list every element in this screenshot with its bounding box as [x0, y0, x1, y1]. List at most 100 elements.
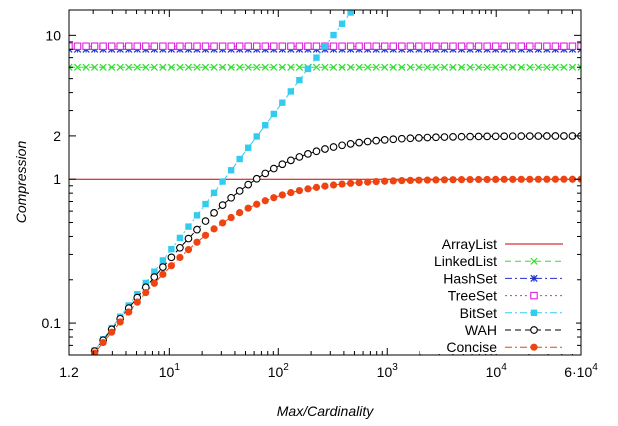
data-point-concise	[270, 194, 278, 202]
marker-stroke	[577, 66, 581, 71]
legend-label-linkedlist: LinkedList	[434, 253, 497, 269]
data-point-wah	[252, 174, 261, 183]
data-point-wah	[525, 132, 534, 140]
data-point-concise	[338, 180, 346, 188]
marker-stroke	[457, 63, 466, 71]
data-point-linkedlist	[355, 63, 363, 71]
marker-stroke	[312, 63, 321, 71]
data-point-linkedlist	[457, 63, 466, 71]
marker-stroke	[69, 63, 73, 69]
legend-item-concise: Concise	[446, 339, 563, 355]
data-point-treeset	[560, 42, 568, 50]
data-point-concise	[415, 176, 423, 184]
data-point-linkedlist	[551, 63, 560, 71]
data-point-linkedlist	[244, 63, 252, 71]
data-point-treeset	[449, 42, 457, 50]
data-point-linkedlist	[329, 63, 338, 71]
data-point-concise	[321, 182, 329, 190]
data-point-bitset	[66, 381, 72, 387]
marker-stroke	[218, 63, 227, 71]
data-point-treeset	[287, 42, 295, 50]
data-point-linkedlist	[287, 63, 295, 71]
legend-marker-bitset	[530, 309, 538, 316]
data-point-wah	[269, 164, 278, 173]
data-point-concise	[483, 175, 491, 184]
data-point-linkedlist	[500, 63, 508, 71]
data-point-wah	[534, 132, 543, 140]
data-point-linkedlist	[509, 63, 517, 71]
data-point-linkedlist	[372, 63, 380, 71]
data-point-wah	[500, 132, 509, 141]
data-point-treeset	[142, 42, 150, 50]
data-point-concise	[347, 179, 355, 187]
marker-stroke	[167, 63, 176, 71]
data-point-linkedlist	[90, 63, 99, 71]
marker-stroke	[389, 63, 397, 71]
data-point-treeset	[133, 42, 142, 50]
data-point-linkedlist	[474, 63, 483, 71]
data-point-treeset	[261, 42, 270, 50]
data-point-bitset	[262, 122, 269, 129]
series-layer	[66, 10, 581, 387]
data-point-concise	[201, 231, 210, 239]
legend-marker-treeset	[530, 291, 538, 300]
data-point-linkedlist	[236, 63, 244, 71]
data-point-treeset	[295, 42, 304, 50]
legend-marker-linkedlist	[530, 257, 538, 265]
marker-stroke	[69, 48, 73, 53]
data-point-wah	[218, 201, 227, 209]
data-point-concise	[219, 219, 227, 227]
data-point-linkedlist	[423, 63, 432, 71]
data-point-wah	[210, 209, 218, 217]
marker-stroke	[159, 63, 167, 71]
data-point-linkedlist	[312, 63, 321, 71]
data-point-bitset	[253, 133, 260, 140]
x-tick-label: 103	[377, 362, 399, 380]
data-point-wah	[295, 153, 304, 161]
data-point-wah	[491, 132, 500, 141]
data-point-concise	[82, 360, 89, 367]
data-point-concise	[159, 270, 167, 278]
data-point-concise	[91, 349, 99, 355]
data-point-concise	[176, 253, 184, 262]
data-point-bitset	[279, 99, 286, 106]
marker-stroke	[551, 63, 560, 71]
data-point-bitset	[245, 144, 252, 151]
data-point-concise	[398, 177, 406, 185]
data-point-linkedlist	[346, 63, 355, 71]
marker-stroke	[244, 63, 252, 71]
legend-marker-wah	[530, 326, 538, 334]
data-point-concise	[500, 175, 508, 183]
data-point-concise	[312, 183, 321, 191]
data-point-concise	[509, 175, 517, 183]
data-point-treeset	[568, 42, 577, 50]
data-point-concise	[244, 204, 252, 212]
data-point-wah	[193, 225, 201, 234]
data-point-bitset	[202, 200, 209, 208]
data-point-wah	[287, 156, 295, 165]
data-point-linkedlist	[253, 63, 261, 71]
x-tick-exponent: 4	[501, 362, 507, 373]
data-point-linkedlist	[69, 63, 73, 71]
data-point-concise	[534, 175, 542, 183]
data-point-treeset	[551, 42, 560, 50]
data-point-concise	[517, 175, 525, 183]
legend-label-concise: Concise	[446, 339, 497, 355]
data-point-wah	[397, 134, 406, 143]
data-point-linkedlist	[218, 63, 227, 71]
data-point-concise	[108, 328, 116, 336]
data-point-wah	[517, 132, 526, 140]
data-point-treeset	[167, 42, 176, 50]
data-point-concise	[423, 176, 431, 184]
data-point-treeset	[73, 42, 82, 50]
data-point-wah	[483, 132, 491, 141]
data-point-concise	[440, 176, 449, 184]
marker-stroke	[517, 63, 525, 71]
data-point-bitset	[321, 43, 329, 50]
marker-stroke	[184, 63, 193, 71]
legend-marker-concise	[530, 343, 538, 351]
x-tick-exponent: 2	[283, 362, 289, 373]
data-point-concise	[568, 175, 577, 183]
data-point-bitset	[313, 54, 320, 61]
data-point-treeset	[329, 42, 338, 50]
